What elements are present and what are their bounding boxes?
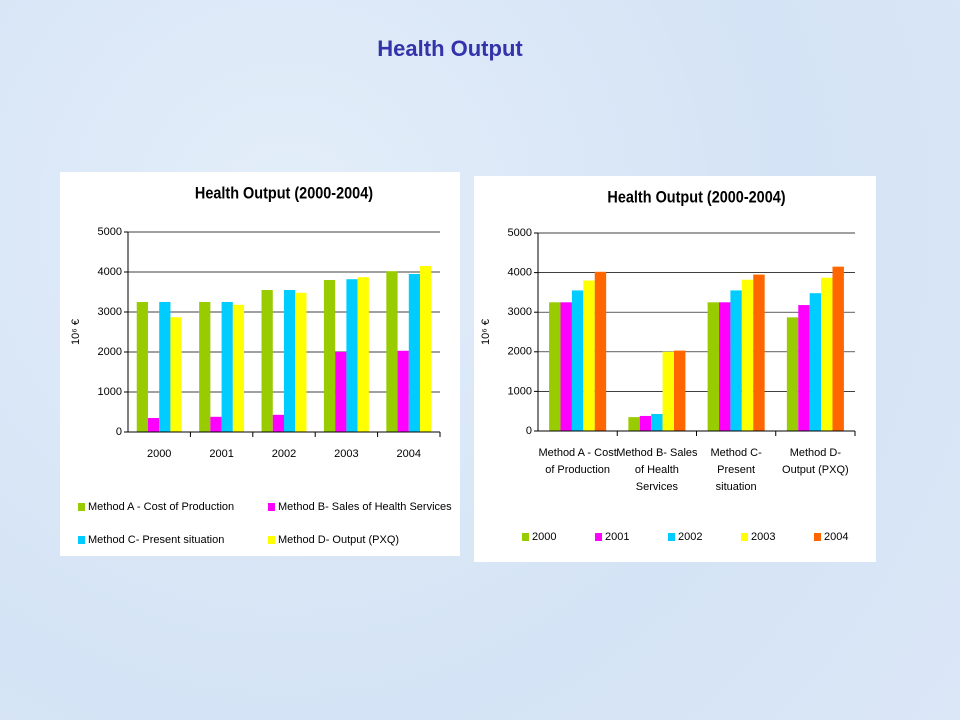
- chart-title: Health Output (2000-2004): [195, 184, 373, 202]
- y-tick-label: 1000: [508, 385, 532, 397]
- bar: [571, 290, 584, 431]
- x-tick-label: 2004: [397, 448, 421, 460]
- bar: [397, 350, 409, 432]
- y-tick-label: 4000: [508, 267, 532, 279]
- bar: [741, 279, 754, 431]
- bar: [272, 414, 284, 432]
- y-tick-label: 3000: [508, 306, 532, 318]
- legend-label: 2002: [678, 531, 702, 543]
- bar: [583, 280, 595, 431]
- x-tick-label: 2000: [147, 448, 171, 460]
- legend-swatch: [522, 533, 529, 541]
- bar: [549, 302, 561, 431]
- x-tick-line: situation: [716, 481, 757, 493]
- x-tick-line: Services: [636, 481, 679, 493]
- legend-label: Method B- Sales of Health Services: [278, 501, 452, 513]
- bar: [199, 302, 211, 432]
- bar: [628, 417, 640, 431]
- legend-swatch: [741, 533, 748, 541]
- legend-label: 2000: [532, 531, 556, 543]
- bar: [221, 302, 233, 432]
- y-tick-label: 5000: [98, 226, 122, 238]
- bar: [651, 413, 663, 431]
- bar: [346, 279, 358, 432]
- bar: [295, 292, 307, 432]
- y-axis-label: 10⁶ €: [480, 319, 492, 345]
- bar: [707, 302, 720, 431]
- legend-swatch: [268, 503, 275, 511]
- bar: [719, 302, 731, 431]
- legend-label: Method A - Cost of Production: [88, 501, 234, 513]
- bar: [357, 277, 369, 432]
- y-tick-label: 5000: [508, 227, 532, 239]
- x-tick-label: 2003: [334, 448, 358, 460]
- bar: [832, 266, 844, 431]
- bar: [159, 302, 171, 432]
- y-tick-label: 4000: [98, 266, 122, 278]
- bar: [420, 266, 432, 432]
- bar: [284, 290, 296, 432]
- bar: [136, 302, 148, 432]
- legend-swatch: [78, 503, 85, 511]
- bar: [560, 302, 572, 431]
- bar: [210, 416, 222, 432]
- x-tick-label: Method A - Cost of Production: [538, 447, 616, 476]
- y-tick-label: 1000: [98, 386, 122, 398]
- y-tick-label: 2000: [508, 346, 532, 358]
- legend-swatch: [268, 536, 275, 544]
- legend-label: Method D- Output (PXQ): [278, 534, 399, 546]
- x-tick-line: Method B- Sales: [616, 447, 698, 459]
- legend-label: 2004: [824, 531, 848, 543]
- bar: [798, 305, 810, 431]
- x-tick-line: Method A - Cost: [538, 447, 616, 459]
- x-tick-label: Method B- Sales of Health Services: [616, 447, 698, 493]
- x-tick-line: Method D-: [790, 447, 842, 459]
- legend-label: 2001: [605, 531, 629, 543]
- x-tick-line: Output (PXQ): [782, 464, 849, 476]
- y-tick-label: 0: [526, 425, 532, 437]
- slide-title: Health Output: [377, 36, 523, 61]
- legend-swatch: [78, 536, 85, 544]
- y-tick-label: 0: [116, 426, 122, 438]
- bar: [786, 317, 799, 431]
- legend-label: 2003: [751, 531, 775, 543]
- y-tick-label: 3000: [98, 306, 122, 318]
- bar: [261, 290, 273, 432]
- bar: [673, 350, 686, 431]
- x-tick-label: 2001: [209, 448, 233, 460]
- bar: [594, 271, 607, 431]
- x-tick-label: 2002: [272, 448, 296, 460]
- bar: [753, 274, 765, 431]
- bar: [386, 271, 398, 432]
- y-tick-label: 2000: [98, 346, 122, 358]
- bar: [170, 317, 182, 432]
- x-tick-line: Present: [717, 464, 755, 476]
- bar: [662, 351, 674, 431]
- legend-swatch: [668, 533, 675, 541]
- chart-title: Health Output (2000-2004): [607, 188, 785, 206]
- y-axis-label: 10⁶ €: [70, 319, 82, 345]
- bar: [730, 290, 742, 431]
- x-tick-label: Method C- Present situation: [710, 447, 762, 493]
- bar: [821, 277, 833, 431]
- bar: [147, 418, 160, 432]
- bar: [408, 274, 421, 432]
- x-tick-label: Method D- Output (PXQ): [782, 447, 849, 476]
- x-tick-line: Method C-: [710, 447, 762, 459]
- legend-swatch: [814, 533, 821, 541]
- bar: [335, 352, 347, 432]
- bar: [809, 293, 822, 431]
- legend-swatch: [595, 533, 602, 541]
- bar: [639, 415, 652, 431]
- legend-label: Method C- Present situation: [88, 534, 224, 546]
- bar: [323, 280, 336, 432]
- bar: [232, 304, 245, 432]
- x-tick-line: of Production: [545, 464, 610, 476]
- x-tick-line: of Health: [635, 464, 679, 476]
